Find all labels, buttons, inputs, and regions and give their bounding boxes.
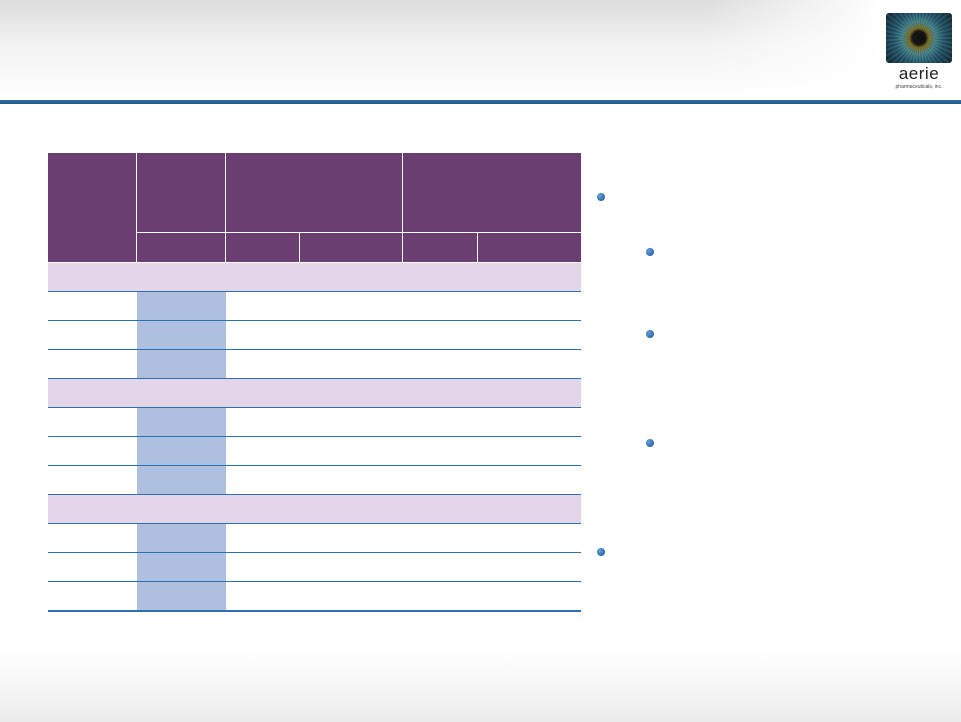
row-divider [48, 320, 581, 321]
table-subheader-cell [403, 233, 477, 262]
highlight-cell [137, 350, 226, 378]
title-rule [0, 100, 961, 104]
bullet-icon [646, 330, 654, 338]
row-divider [48, 436, 581, 437]
bullet-icon [646, 248, 654, 256]
group-row [48, 495, 581, 523]
bullet-icon [597, 548, 605, 556]
row-divider [48, 407, 581, 408]
row-divider [48, 494, 581, 495]
row-divider [48, 552, 581, 553]
highlight-cell [137, 408, 226, 436]
highlight-cell [137, 582, 226, 610]
data-table [48, 153, 581, 613]
highlight-cell [137, 466, 226, 494]
table-subheader-cell [300, 233, 402, 262]
table-subheader-cell [226, 233, 299, 262]
table-header-cell [403, 153, 581, 232]
bullet-icon [646, 439, 654, 447]
row-divider [48, 581, 581, 582]
table-header-cell [226, 153, 402, 232]
aerie-logo: aerie pharmaceuticals, inc. [884, 13, 954, 93]
table-subheader-cell [137, 233, 225, 262]
row-divider [48, 349, 581, 350]
group-row [48, 263, 581, 291]
logo-wordmark: aerie [898, 64, 940, 83]
eye-icon [886, 13, 952, 63]
footer-band [0, 650, 961, 722]
table-header-cell [48, 153, 136, 262]
group-row [48, 379, 581, 407]
row-divider [48, 291, 581, 292]
table-bottom-rule [48, 610, 581, 612]
header-band [0, 0, 961, 100]
table-subheader-cell [478, 233, 581, 262]
highlight-cell [137, 292, 226, 320]
highlight-cell [137, 321, 226, 349]
highlight-cell [137, 437, 226, 465]
highlight-cell [137, 553, 226, 581]
row-divider [48, 465, 581, 466]
bullet-icon [597, 193, 605, 201]
row-divider [48, 523, 581, 524]
logo-tagline: pharmaceuticals, inc. [895, 84, 943, 90]
table-header-cell [137, 153, 225, 232]
highlight-cell [137, 524, 226, 552]
row-divider [48, 378, 581, 379]
